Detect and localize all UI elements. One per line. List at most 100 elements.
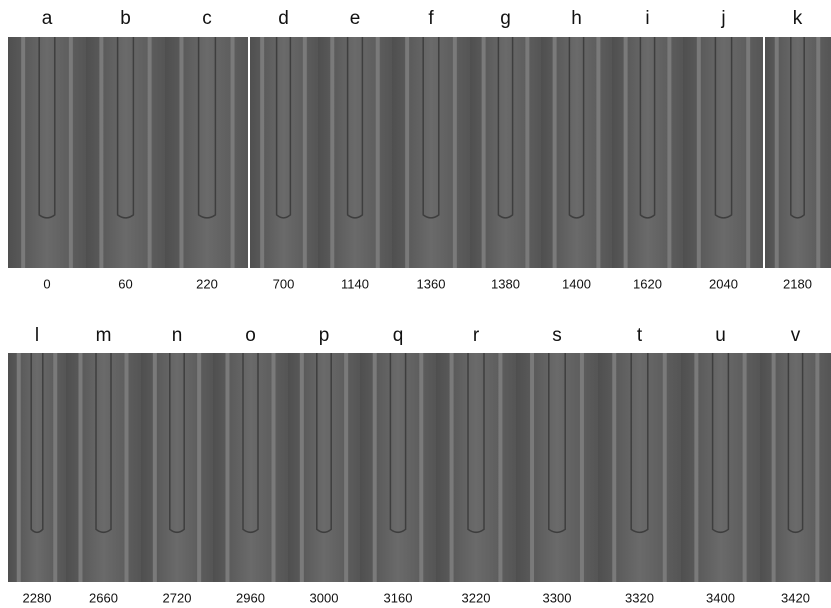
tube-wall bbox=[302, 37, 307, 268]
panel-letter: b bbox=[120, 8, 131, 29]
channel bbox=[38, 37, 56, 219]
channel bbox=[787, 353, 804, 534]
panel-letter: c bbox=[202, 8, 212, 29]
panel-letter: f bbox=[428, 8, 434, 29]
separator bbox=[248, 37, 250, 268]
tube-wall bbox=[271, 353, 276, 582]
tube-wall bbox=[53, 353, 58, 582]
channel bbox=[639, 37, 656, 219]
time-label: 2660 bbox=[89, 590, 118, 605]
panel-letter: a bbox=[42, 8, 53, 29]
panel-letter: v bbox=[791, 325, 801, 346]
tube-wall bbox=[405, 37, 410, 268]
tube-wall bbox=[746, 37, 751, 268]
panel-letter: i bbox=[645, 8, 649, 29]
tube-wall bbox=[260, 37, 265, 268]
panel-letter: u bbox=[715, 325, 726, 346]
tube-wall bbox=[815, 353, 820, 582]
time-label: 3400 bbox=[706, 590, 735, 605]
tube-wall bbox=[552, 37, 557, 268]
frame-image bbox=[516, 353, 598, 582]
frame-image bbox=[318, 37, 392, 268]
time-label: 3320 bbox=[625, 590, 654, 605]
tube-wall bbox=[299, 353, 304, 582]
tube-wall bbox=[68, 37, 73, 268]
separator bbox=[763, 37, 765, 268]
time-label: 1140 bbox=[341, 276, 369, 291]
tube-wall bbox=[662, 353, 667, 582]
frame-image bbox=[360, 353, 436, 582]
panel-letter: g bbox=[500, 8, 511, 29]
tube-wall bbox=[816, 37, 821, 268]
time-label: 3160 bbox=[384, 590, 413, 605]
frame-image bbox=[86, 37, 165, 268]
channel bbox=[711, 353, 730, 534]
tube-wall bbox=[152, 353, 157, 582]
panel-letter: m bbox=[96, 325, 112, 346]
tube-wall bbox=[774, 37, 779, 268]
time-label: 2180 bbox=[783, 276, 812, 291]
tube-wall bbox=[667, 37, 672, 268]
tube-wall bbox=[742, 353, 747, 582]
frame-image bbox=[681, 353, 760, 582]
channel bbox=[169, 353, 185, 534]
frame-image bbox=[8, 37, 86, 268]
tube-wall bbox=[449, 353, 454, 582]
tube-wall bbox=[498, 353, 503, 582]
time-label: 1380 bbox=[491, 276, 520, 291]
tube-wall bbox=[452, 37, 457, 268]
frame-image bbox=[141, 353, 213, 582]
tube-wall bbox=[99, 37, 104, 268]
frame-image bbox=[683, 37, 764, 268]
tube-wall bbox=[579, 353, 584, 582]
time-label: 3220 bbox=[462, 590, 491, 605]
frame-image bbox=[392, 37, 470, 268]
frame-image bbox=[213, 353, 288, 582]
time-label: 3300 bbox=[543, 590, 572, 605]
tube-wall bbox=[197, 353, 202, 582]
time-label: 220 bbox=[196, 276, 218, 291]
channel bbox=[630, 353, 649, 534]
panel-letter: h bbox=[571, 8, 582, 29]
tube-wall bbox=[375, 37, 380, 268]
panel-letter: l bbox=[35, 325, 39, 346]
tube-wall bbox=[771, 353, 776, 582]
tube-wall bbox=[419, 353, 424, 582]
tube-wall bbox=[612, 353, 617, 582]
time-label: 700 bbox=[273, 276, 295, 291]
panel-letter: q bbox=[393, 325, 404, 346]
time-label: 2280 bbox=[23, 590, 52, 605]
tube-wall bbox=[124, 353, 129, 582]
channel bbox=[275, 37, 292, 219]
channel bbox=[197, 37, 217, 219]
time-label: 3420 bbox=[781, 590, 810, 605]
time-label: 2720 bbox=[163, 590, 192, 605]
frame-image bbox=[760, 353, 831, 582]
tube-wall bbox=[596, 37, 601, 268]
channel bbox=[242, 353, 259, 534]
tube-wall bbox=[230, 37, 235, 268]
time-label: 3000 bbox=[310, 590, 339, 605]
panel-letter: p bbox=[319, 325, 330, 346]
tube-wall bbox=[694, 353, 699, 582]
time-label: 2040 bbox=[709, 276, 738, 291]
channel bbox=[422, 37, 440, 219]
channel bbox=[95, 353, 112, 534]
tube-wall bbox=[696, 37, 701, 268]
panel-letter: j bbox=[720, 8, 725, 29]
panel-letter: d bbox=[278, 8, 289, 29]
tube-wall bbox=[372, 353, 377, 582]
channel bbox=[548, 353, 566, 534]
frame-image bbox=[436, 353, 516, 582]
channel bbox=[346, 37, 364, 219]
time-label: 1400 bbox=[562, 276, 591, 291]
panel-letter: r bbox=[473, 325, 480, 346]
panel-letter: t bbox=[637, 325, 643, 346]
tube-wall bbox=[344, 353, 349, 582]
time-label: 60 bbox=[118, 276, 132, 291]
tube-wall bbox=[179, 37, 184, 268]
tube-wall bbox=[21, 37, 26, 268]
frame-image bbox=[288, 353, 360, 582]
